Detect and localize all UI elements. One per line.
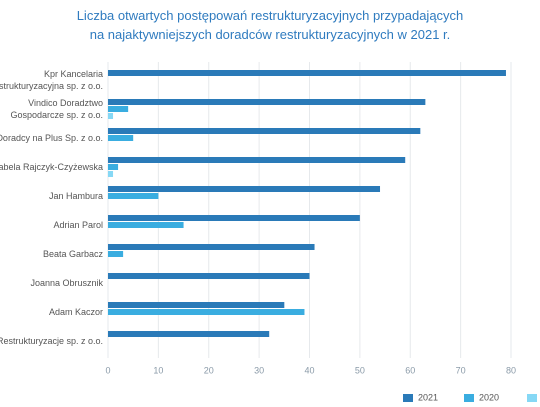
bar — [108, 251, 124, 257]
bar — [108, 99, 426, 105]
bar — [108, 157, 406, 163]
x-tick-label: 20 — [204, 365, 214, 375]
x-tick-label: 30 — [254, 365, 264, 375]
y-tick-label: Vindico Doradztwo Gospodarcze sp. z o.o. — [10, 98, 103, 120]
legend-label: 2020 — [479, 392, 499, 402]
bar — [108, 309, 305, 315]
bar — [108, 222, 184, 228]
y-tick-label: Jan Hambura — [48, 191, 103, 201]
bar — [108, 164, 119, 170]
bar — [108, 70, 506, 76]
legend-swatch — [464, 394, 474, 402]
chart-title: Liczba otwartych postępowań restrukturyz… — [76, 8, 464, 42]
bar — [108, 331, 270, 337]
x-tick-label: 60 — [405, 365, 415, 375]
x-tick-label: 70 — [456, 365, 466, 375]
y-tick-label: Izabela Rajczyk-Czyżewska — [0, 162, 103, 172]
bar — [108, 171, 114, 177]
y-tick-label: Doradcy na Plus Sp. z o.o. — [0, 133, 103, 143]
bar — [108, 193, 159, 199]
y-tick-label: F Restrukturyzacje sp. z o.o. — [0, 336, 103, 346]
legend-swatch — [403, 394, 413, 402]
y-tick-label: Joanna Obrusznik — [30, 278, 103, 288]
bar — [108, 106, 129, 112]
legend-swatch — [527, 394, 537, 402]
bar — [108, 273, 310, 279]
bar — [108, 215, 360, 221]
bar — [108, 244, 315, 250]
x-tick-label: 10 — [153, 365, 163, 375]
bar — [108, 128, 421, 134]
x-tick-label: 50 — [355, 365, 365, 375]
bar — [108, 302, 285, 308]
x-tick-label: 40 — [304, 365, 314, 375]
x-tick-label: 80 — [506, 365, 516, 375]
bar — [108, 186, 381, 192]
y-tick-label: Adrian Parol — [53, 220, 103, 230]
y-tick-label: Adam Kaczor — [48, 307, 103, 317]
bar — [108, 135, 134, 141]
y-tick-label: Beata Garbacz — [42, 249, 103, 259]
y-tick-label: Kpr Kancelaria Restrukturyzacyjna sp. z … — [0, 69, 103, 91]
x-tick-label: 0 — [105, 365, 110, 375]
legend-label: 2021 — [418, 392, 438, 402]
bar — [108, 113, 114, 119]
